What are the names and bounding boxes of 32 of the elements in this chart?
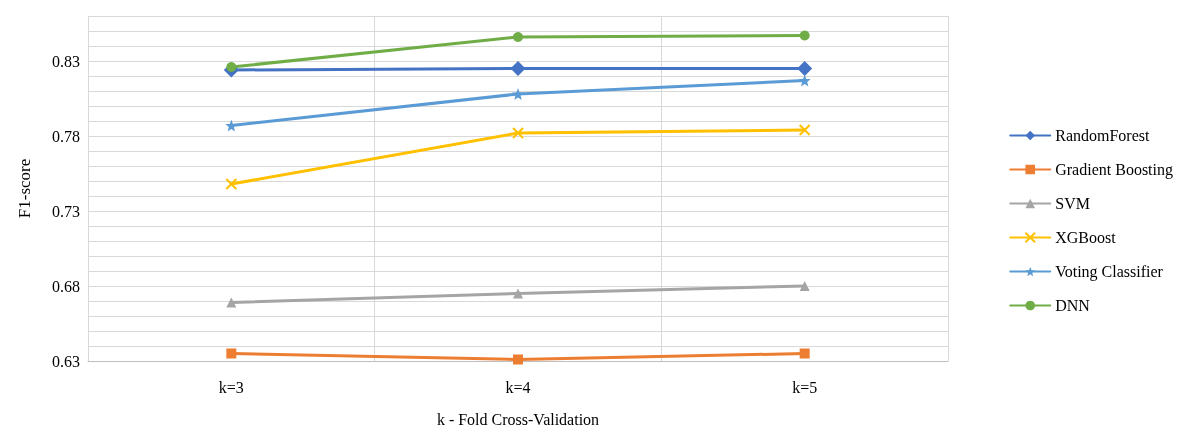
point	[799, 30, 810, 41]
point	[513, 354, 523, 365]
point	[798, 124, 811, 136]
point	[512, 127, 524, 139]
legend-label: SVM	[1055, 195, 1090, 212]
point	[513, 288, 523, 299]
point	[510, 61, 526, 76]
legend-label: DNN	[1055, 297, 1091, 314]
x-axis-title: k - Fold Cross-Validation	[436, 410, 600, 428]
point	[799, 281, 810, 291]
y-tick-label: 0.73	[52, 202, 80, 220]
y-tick-label: 0.78	[52, 127, 80, 145]
point	[226, 348, 237, 359]
x-tick-label: k=4	[505, 378, 531, 396]
point	[799, 348, 810, 359]
point	[797, 61, 813, 76]
point	[512, 88, 524, 100]
x-tick-label: k=3	[218, 378, 244, 396]
point	[226, 62, 237, 72]
y-axis-title: F1-score	[15, 158, 34, 219]
legend-label: Gradient Boosting	[1055, 161, 1173, 179]
y-tick-label: 0.68	[52, 277, 80, 295]
point	[798, 74, 811, 87]
point	[513, 32, 523, 42]
y-tick-label: 0.63	[52, 352, 80, 370]
point	[225, 178, 238, 190]
legend-label: Voting Classifier	[1055, 263, 1164, 281]
y-tick-label: 0.83	[52, 52, 80, 70]
point	[226, 297, 237, 308]
legend-label: XGBoost	[1055, 229, 1117, 246]
x-tick-label: k=5	[792, 378, 818, 396]
legend-label: RandomForest	[1055, 127, 1151, 144]
